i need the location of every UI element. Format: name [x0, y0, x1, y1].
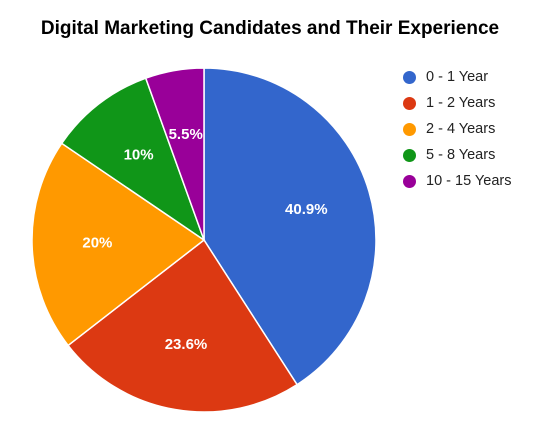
chart-legend: 0 - 1 Year 1 - 2 Years 2 - 4 Years 5 - 8 Ye…: [403, 64, 511, 194]
pie-slice-2[interactable]: [67, 238, 299, 413]
legend-item-4[interactable]: 5 - 8 Years: [403, 142, 511, 168]
legend-swatch: [403, 148, 416, 162]
pie-slice-3[interactable]: [31, 142, 206, 347]
legend-label: 0 - 1 Year: [426, 69, 489, 85]
slice-value-label-2: 23.6%: [165, 336, 208, 353]
pie-slice-4[interactable]: [60, 77, 206, 242]
legend-swatch: [403, 70, 416, 84]
legend-swatch: [403, 96, 416, 110]
legend-label: 2 - 4 Years: [426, 121, 496, 137]
legend-swatch: [403, 122, 416, 136]
legend-item-3[interactable]: 2 - 4 Years: [403, 116, 511, 142]
slice-value-label-4: 10%: [124, 147, 154, 164]
slice-value-label-5: 5.5%: [169, 126, 203, 143]
legend-swatch: [403, 174, 416, 188]
slice-value-label-1: 40.9%: [285, 201, 328, 218]
legend-item-2[interactable]: 1 - 2 Years: [403, 90, 511, 116]
legend-item-1[interactable]: 0 - 1 Year: [403, 64, 511, 90]
chart-title: Digital Marketing Candidates and Their E…: [40, 18, 500, 39]
slice-value-label-3: 20%: [82, 234, 112, 251]
legend-label: 1 - 2 Years: [426, 95, 496, 111]
pie-slice-5[interactable]: [144, 67, 205, 241]
legend-label: 5 - 8 Years: [426, 147, 496, 163]
legend-item-5[interactable]: 10 - 15 Years: [403, 168, 511, 194]
legend-label: 10 - 15 Years: [426, 173, 512, 189]
